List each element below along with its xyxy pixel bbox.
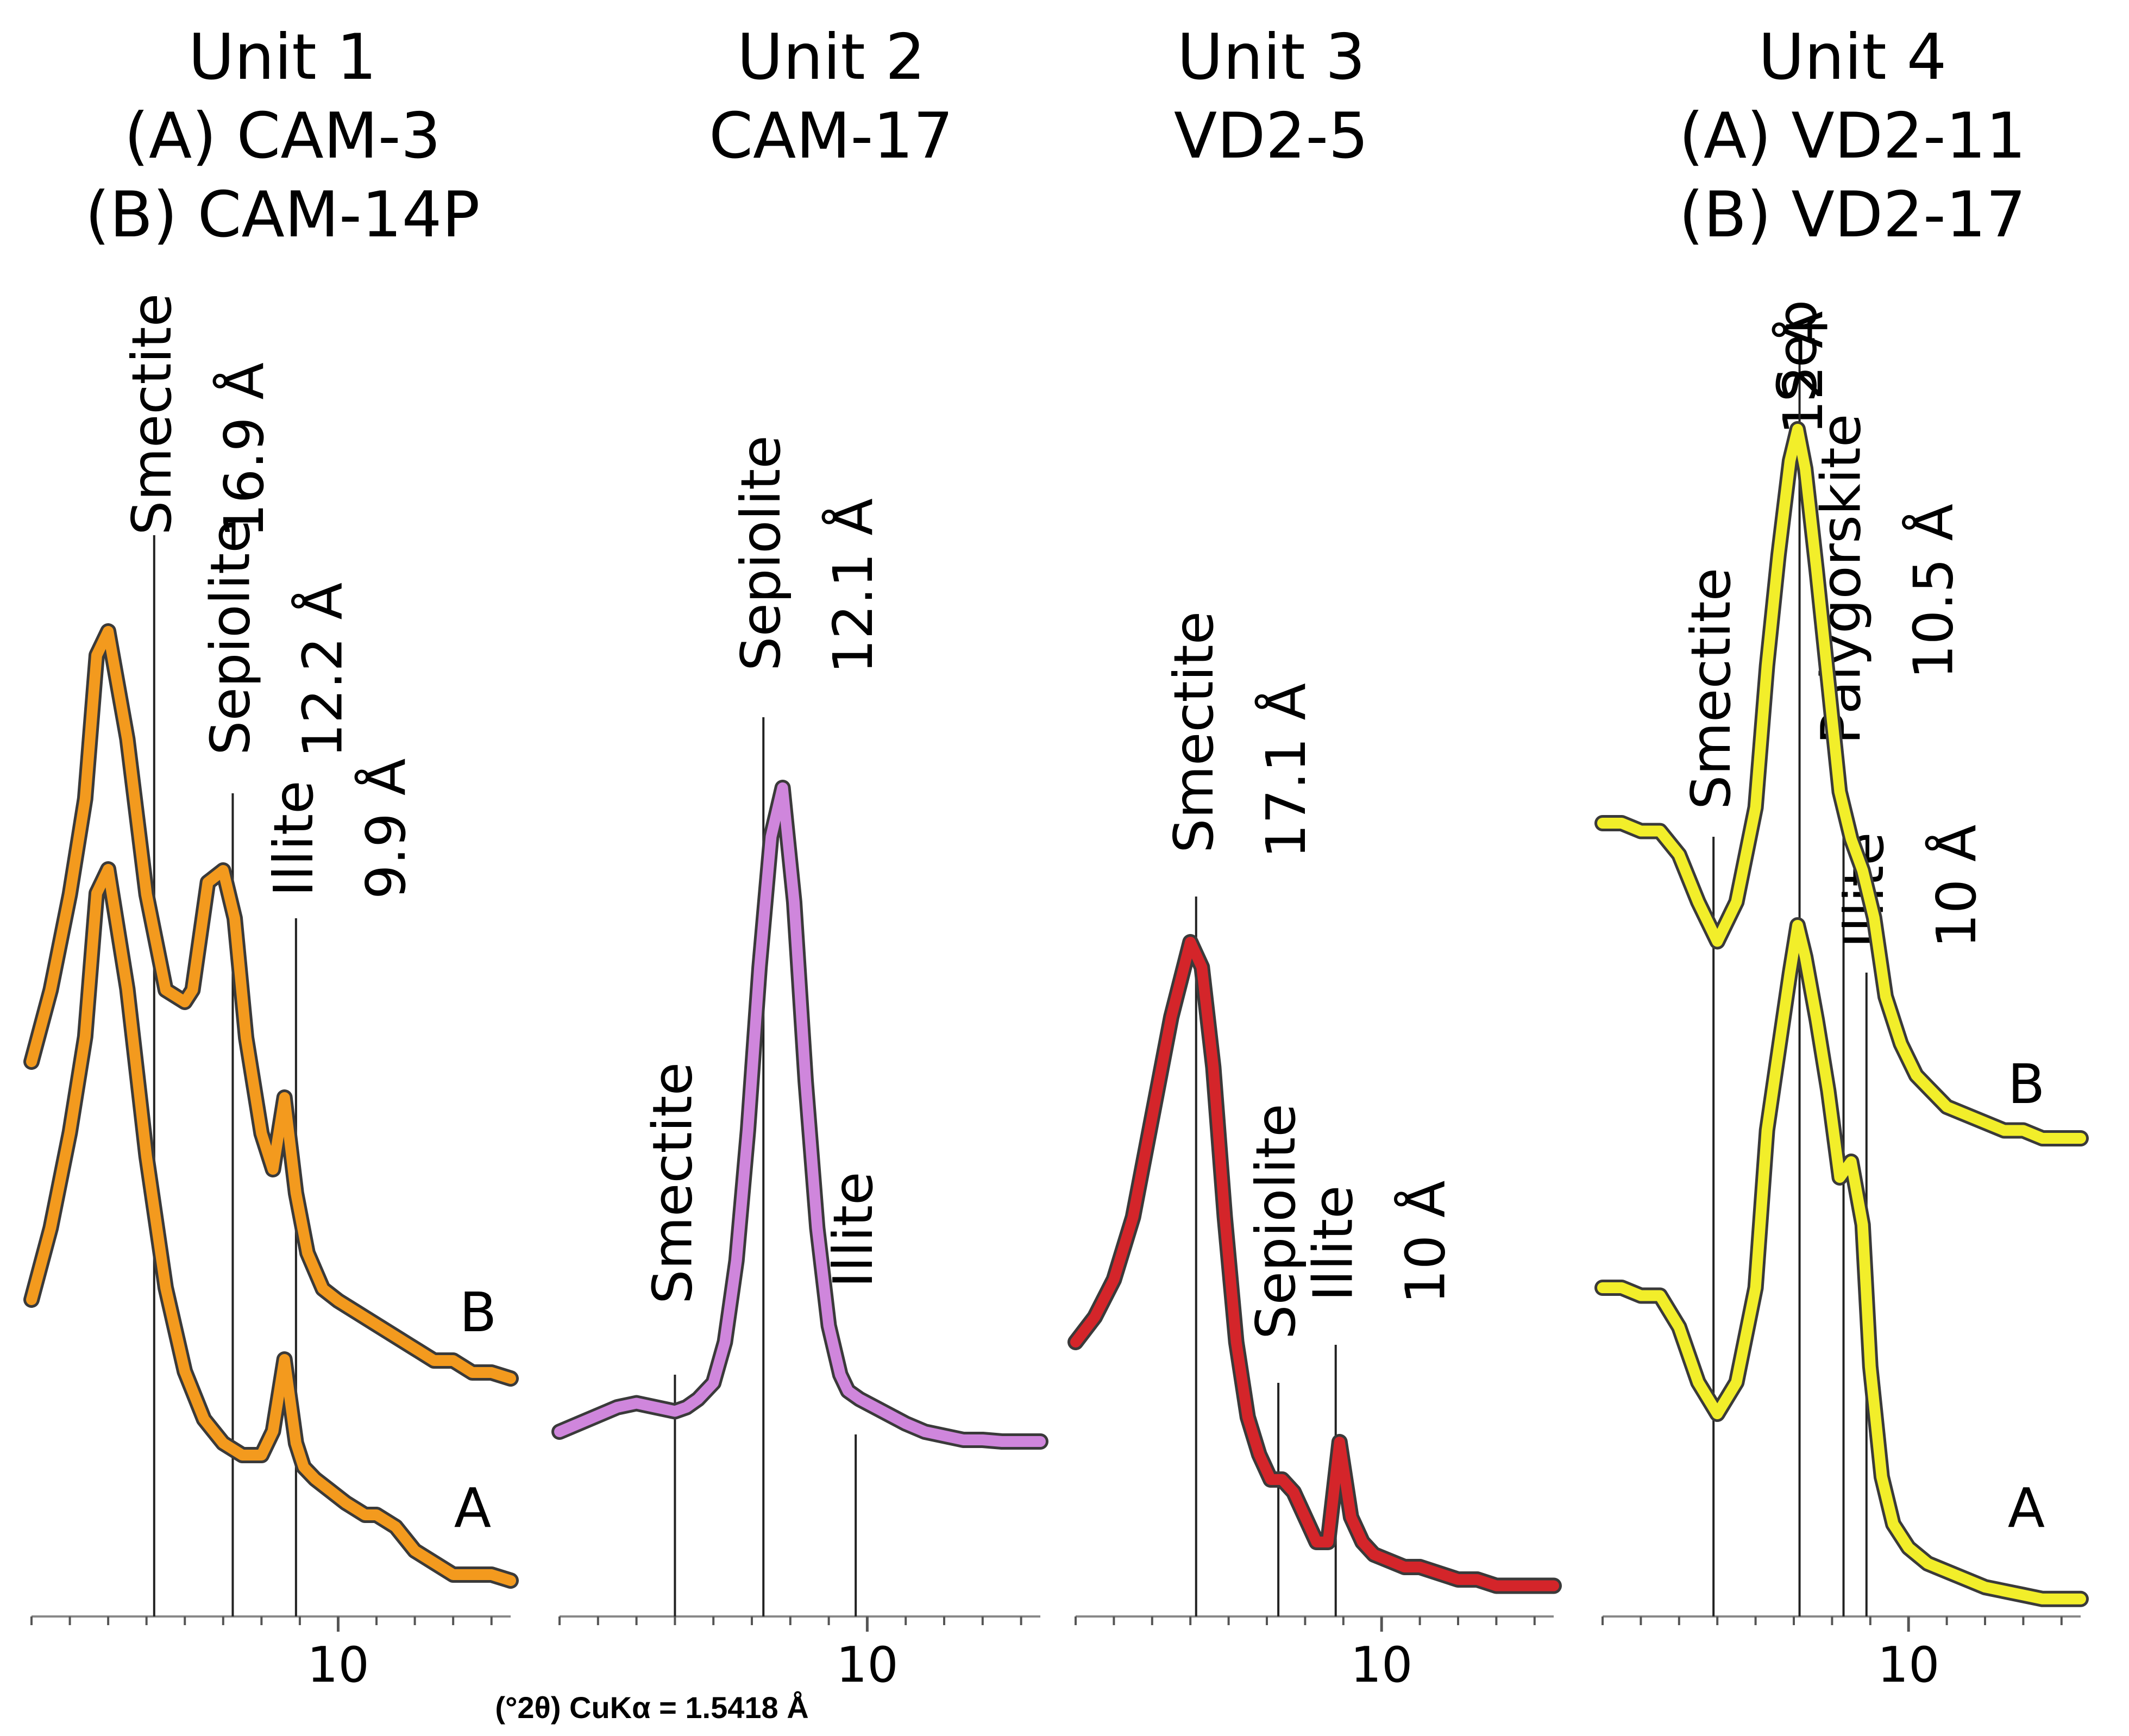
x-tick-label: 10 xyxy=(836,1637,899,1694)
peak-d-spacing-label: 10 Å xyxy=(1924,825,1988,948)
series-line xyxy=(1597,424,2086,1144)
peak-mineral-label: Smectite xyxy=(1162,611,1226,853)
peak-mineral-label: Sepiolite xyxy=(1244,1104,1308,1339)
peak-d-spacing-label: 10 Å xyxy=(1393,1181,1458,1304)
series-line xyxy=(554,782,1046,1447)
peak-mineral-label: Smectite xyxy=(640,1062,704,1304)
peak-d-spacing-label: 12.1 Å xyxy=(821,498,885,674)
series-label: B xyxy=(460,1281,497,1344)
series-line xyxy=(26,864,516,1586)
series-label: A xyxy=(454,1476,491,1540)
title-line: (A) CAM-3 xyxy=(124,99,441,173)
peak-mineral-label: Sepiolite xyxy=(198,519,262,755)
title-line: (B) CAM-14P xyxy=(85,178,480,252)
series-line xyxy=(26,626,516,1384)
peak-mineral-label: Smectite xyxy=(1679,568,1743,810)
panel-title-unit-1: Unit 1 (A) CAM-3 (B) CAM-14P xyxy=(85,21,480,252)
peak-d-spacing-label: 10.5 Å xyxy=(1901,504,1965,679)
series-line xyxy=(1070,937,1559,1591)
peak-mineral-label: Smectite xyxy=(120,293,184,535)
panel-title-unit-3: Unit 3 VD2-5 xyxy=(1174,21,1368,173)
title-line: (A) VD2-11 xyxy=(1679,99,2026,173)
series-outline xyxy=(23,861,519,1589)
title-line: Unit 4 xyxy=(1759,21,1947,94)
title-line: Unit 3 xyxy=(1177,21,1366,94)
title-line: Unit 2 xyxy=(737,21,926,94)
panel-2: 10 Smectite Sepiolite 12.1 Å Illite xyxy=(551,435,1048,1694)
peak-mineral-label: Illite xyxy=(821,1171,885,1288)
series-line xyxy=(1597,920,2086,1605)
title-line: Unit 1 xyxy=(189,21,377,94)
peak-d-spacing-label: 9.9 Å xyxy=(354,759,418,899)
title-line: (B) VD2-17 xyxy=(1679,178,2026,252)
series-label: B xyxy=(2008,1052,2045,1116)
panel-title-unit-2: Unit 2 CAM-17 xyxy=(709,21,953,173)
x-tick-label: 10 xyxy=(307,1637,369,1694)
peak-mineral-label: Sep xyxy=(1766,300,1829,402)
series-label: A xyxy=(2008,1476,2045,1540)
x-axis-label: (°2θ) CuKα = 1.5418 Å xyxy=(495,1690,808,1725)
peak-mineral-label: Sepiolite xyxy=(729,435,793,671)
peak-d-spacing-label: 16.9 Å xyxy=(212,362,276,538)
peak-d-spacing-label: 17.1 Å xyxy=(1254,683,1318,858)
series-outline xyxy=(551,780,1048,1450)
peak-mineral-label: Illite xyxy=(262,780,325,897)
panel-title-unit-4: Unit 4 (A) VD2-11 (B) VD2-17 xyxy=(1679,21,2026,252)
peak-mineral-label: Illite xyxy=(1302,1185,1365,1301)
peak-d-spacing-label: 12 Å xyxy=(1771,311,1835,435)
series-outline xyxy=(23,623,519,1387)
peak-d-spacing-label: 12.2 Å xyxy=(290,582,354,758)
title-line: VD2-5 xyxy=(1174,99,1368,173)
title-line: CAM-17 xyxy=(709,99,953,173)
x-tick-label: 10 xyxy=(1877,1637,1940,1694)
x-tick-label: 10 xyxy=(1351,1637,1413,1694)
